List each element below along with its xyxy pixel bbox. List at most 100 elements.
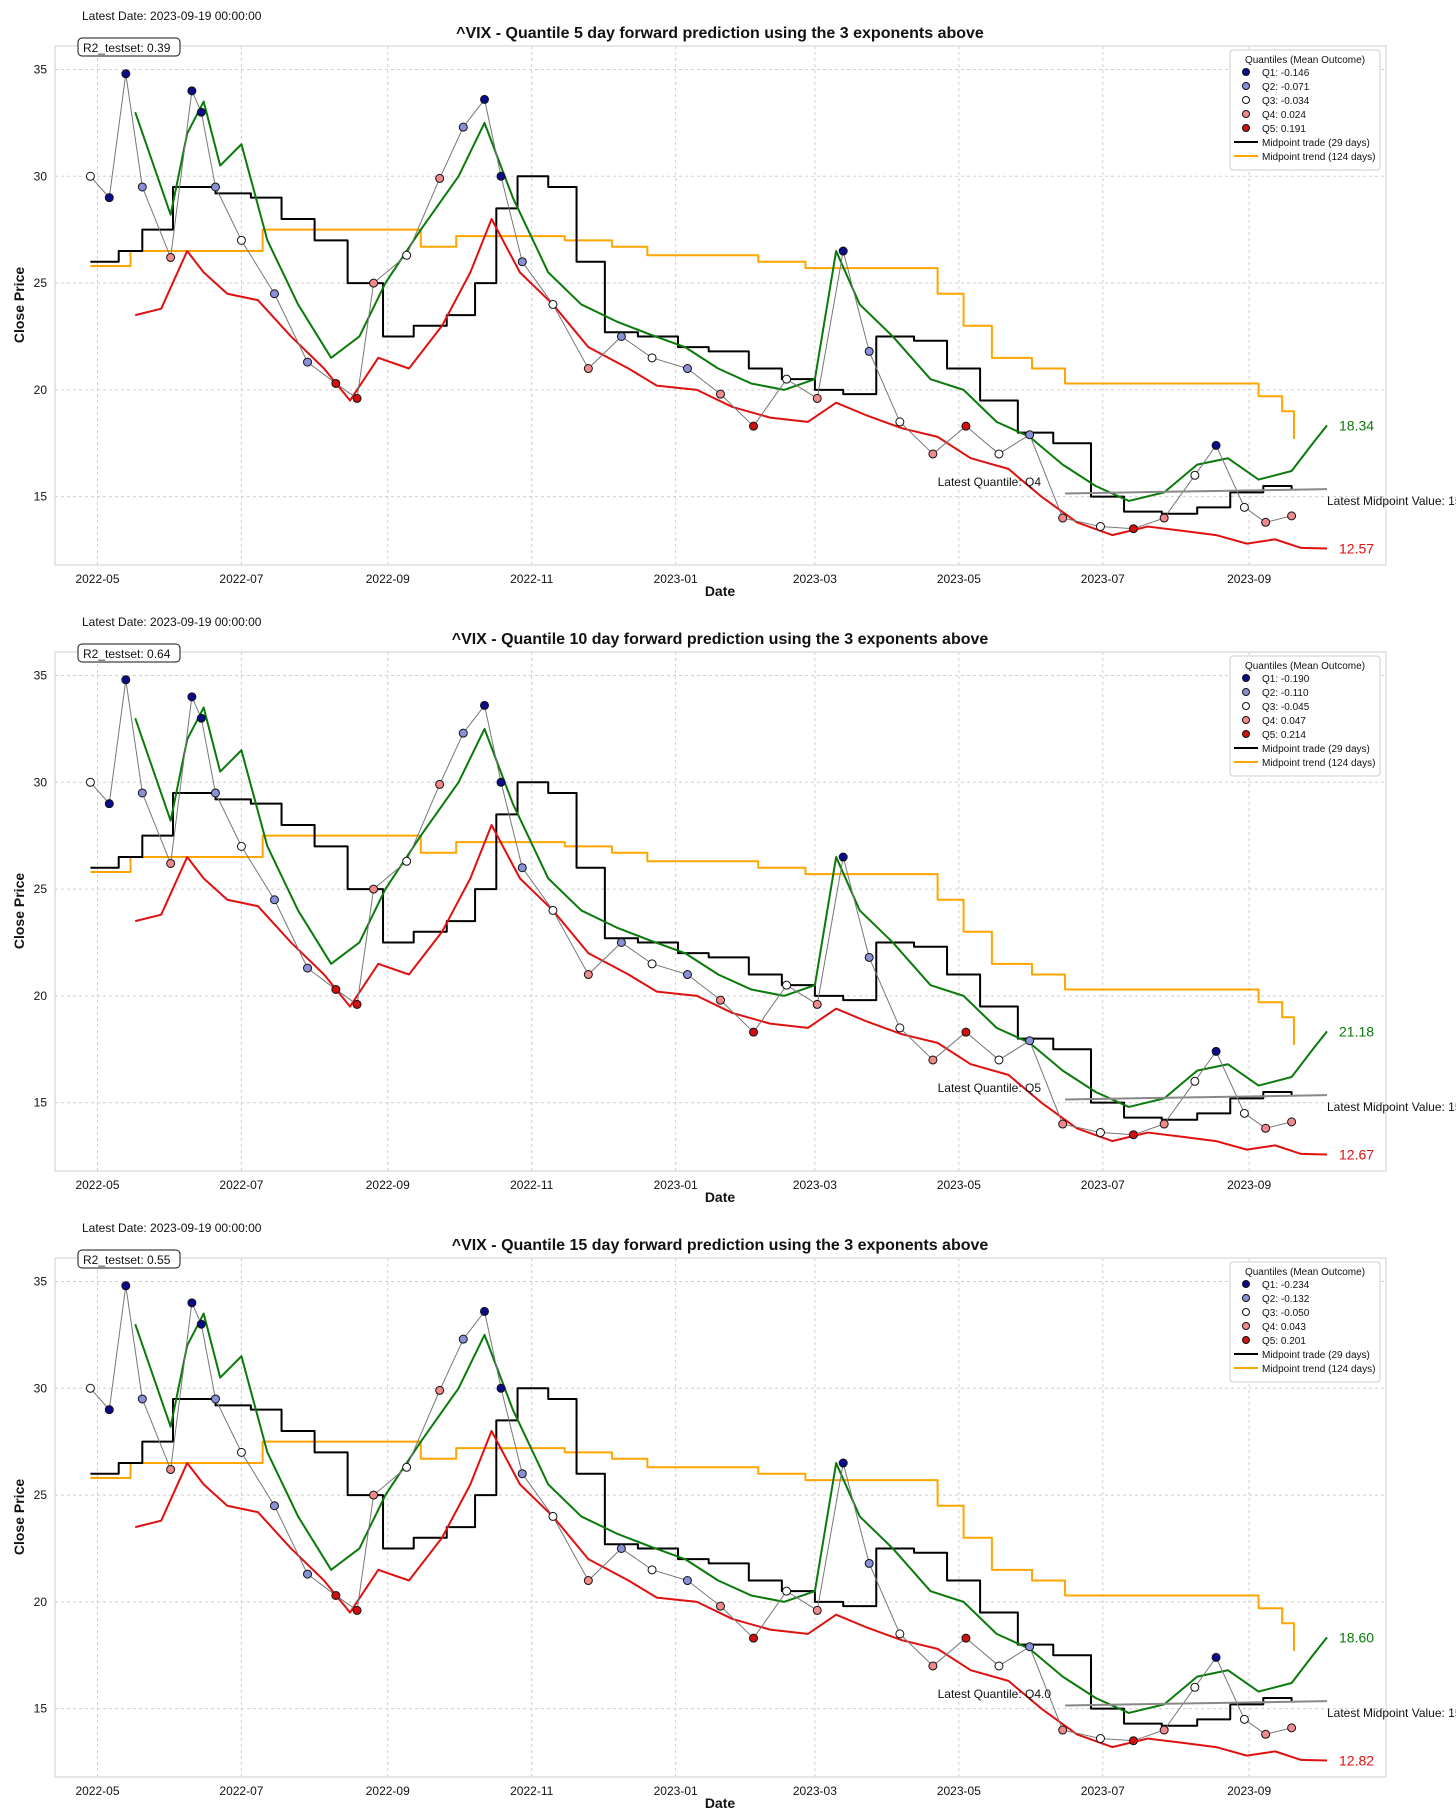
- y-tick-label: 15: [34, 1702, 48, 1716]
- projection-line: [1065, 1094, 1328, 1101]
- close-point: [187, 1298, 197, 1308]
- chart-panel-15-day: Latest Date: 2023-09-19 00:00:00 ^VIX - Q…: [0, 1212, 1456, 1818]
- close-point: [616, 331, 626, 341]
- legend-entry: Q1: -0.190: [1262, 674, 1310, 685]
- close-point: [104, 799, 114, 809]
- latest-midpoint-label: Latest Midpoint Value: 15.35: [1327, 494, 1456, 508]
- plot-area: [54, 651, 1387, 1172]
- legend-entry: Midpoint trade (29 days): [1262, 744, 1370, 755]
- y-axis-label: Close Price: [11, 267, 27, 343]
- y-tick-label: 25: [34, 882, 48, 896]
- y-tick-label: 35: [34, 1274, 48, 1288]
- close-point: [961, 1633, 971, 1643]
- close-point: [1239, 1108, 1249, 1118]
- close-point: [85, 1383, 95, 1393]
- legend-title: Quantiles (Mean Outcome): [1245, 55, 1365, 66]
- latest-quantile-label: Latest Quantile: Q4: [938, 475, 1042, 489]
- y-tick-label: 35: [34, 62, 48, 76]
- legend-marker-q5: [1242, 730, 1250, 738]
- x-tick-label: 2023-09: [1227, 1178, 1271, 1192]
- legend-box: [1229, 49, 1381, 171]
- close-point: [137, 182, 147, 192]
- legend-entry: Q4: 0.043: [1262, 1322, 1306, 1333]
- x-tick-label: 2022-11: [510, 1178, 553, 1192]
- legend-title: Quantiles (Mean Outcome): [1245, 1267, 1365, 1278]
- close-point: [749, 1633, 759, 1643]
- y-tick-label: 15: [34, 490, 48, 504]
- chart-title: ^VIX - Quantile 5 day forward prediction…: [456, 25, 984, 42]
- close-point: [782, 1586, 792, 1596]
- midpoint-trend-line: [90, 228, 1295, 439]
- legend-marker-q5: [1242, 1336, 1250, 1344]
- close-point: [352, 999, 362, 1009]
- y-tick-label: 20: [34, 1595, 48, 1609]
- close-point: [137, 1394, 147, 1404]
- close-point: [1211, 440, 1221, 450]
- lower-band-end-label: 12.67: [1339, 1147, 1374, 1163]
- close-point: [1261, 517, 1271, 527]
- close-point: [749, 1027, 759, 1037]
- legend-entry: Q5: 0.191: [1262, 124, 1306, 135]
- legend-marker-q3: [1242, 96, 1250, 104]
- close-point: [402, 250, 412, 260]
- close-point: [104, 1405, 114, 1415]
- close-point: [782, 980, 792, 990]
- x-tick-label: 2023-03: [793, 1784, 837, 1798]
- close-point: [838, 1458, 848, 1468]
- legend-entry: Midpoint trend (124 days): [1262, 1364, 1375, 1375]
- close-point: [236, 235, 246, 245]
- close-point: [187, 692, 197, 702]
- midpoint-trend-line: [90, 1440, 1295, 1651]
- legend-entry: Midpoint trend (124 days): [1262, 152, 1375, 163]
- x-tick-label: 2023-05: [937, 1178, 981, 1192]
- legend-marker-q1: [1242, 1280, 1250, 1288]
- midpoint-trade-line: [90, 175, 1293, 515]
- close-point: [616, 937, 626, 947]
- close-point: [303, 1569, 313, 1579]
- r2-label: R2_testset: 0.39: [83, 41, 171, 55]
- close-point: [1287, 1117, 1297, 1127]
- chart-title: ^VIX - Quantile 15 day forward predictio…: [452, 1237, 989, 1254]
- close-point: [517, 257, 527, 267]
- close-point: [1025, 1642, 1035, 1652]
- close-point: [583, 1576, 593, 1586]
- y-tick-label: 25: [34, 276, 48, 290]
- close-point: [210, 1394, 220, 1404]
- plot-area: [54, 45, 1387, 566]
- upper-band-line: [134, 1312, 1328, 1714]
- x-tick-label: 2023-07: [1081, 1178, 1125, 1192]
- close-point: [352, 1605, 362, 1615]
- close-point: [647, 959, 657, 969]
- close-point: [895, 1629, 905, 1639]
- latest-quantile-label: Latest Quantile: Q5: [938, 1081, 1042, 1095]
- r2-label: R2_testset: 0.55: [83, 1253, 171, 1267]
- close-point: [303, 963, 313, 973]
- legend-entry: Q4: 0.047: [1262, 716, 1306, 727]
- close-point: [196, 107, 206, 117]
- close-point: [402, 1462, 412, 1472]
- close-point: [121, 1281, 131, 1291]
- close-point: [166, 1464, 176, 1474]
- x-tick-label: 2023-05: [937, 1784, 981, 1798]
- legend: Quantiles (Mean Outcome) Q1: -0.234 Q2: -0…: [1229, 1261, 1381, 1383]
- legend-marker-q5: [1242, 124, 1250, 132]
- legend-entry: Q4: 0.024: [1262, 110, 1306, 121]
- close-point: [716, 995, 725, 1005]
- chart-svg: Latest Date: 2023-09-19 00:00:00 ^VIX - Q…: [11, 1221, 1456, 1811]
- r2-box: [77, 37, 181, 57]
- close-point: [1058, 513, 1068, 523]
- close-point: [210, 182, 220, 192]
- close-point: [864, 346, 874, 356]
- latest-midpoint-label: Latest Midpoint Value: 15.35: [1327, 1100, 1456, 1114]
- midpoint-trade-line: [90, 1387, 1293, 1727]
- legend-marker-q1: [1242, 674, 1250, 682]
- r2-box: [77, 643, 181, 663]
- latest-date-label: Latest Date: 2023-09-19 00:00:00: [82, 615, 262, 629]
- close-point: [269, 1501, 279, 1511]
- close-point: [210, 788, 220, 798]
- close-point: [496, 1383, 506, 1393]
- close-point: [682, 1576, 692, 1586]
- y-tick-label: 25: [34, 1488, 48, 1502]
- close-point: [104, 193, 114, 203]
- close-point: [269, 895, 279, 905]
